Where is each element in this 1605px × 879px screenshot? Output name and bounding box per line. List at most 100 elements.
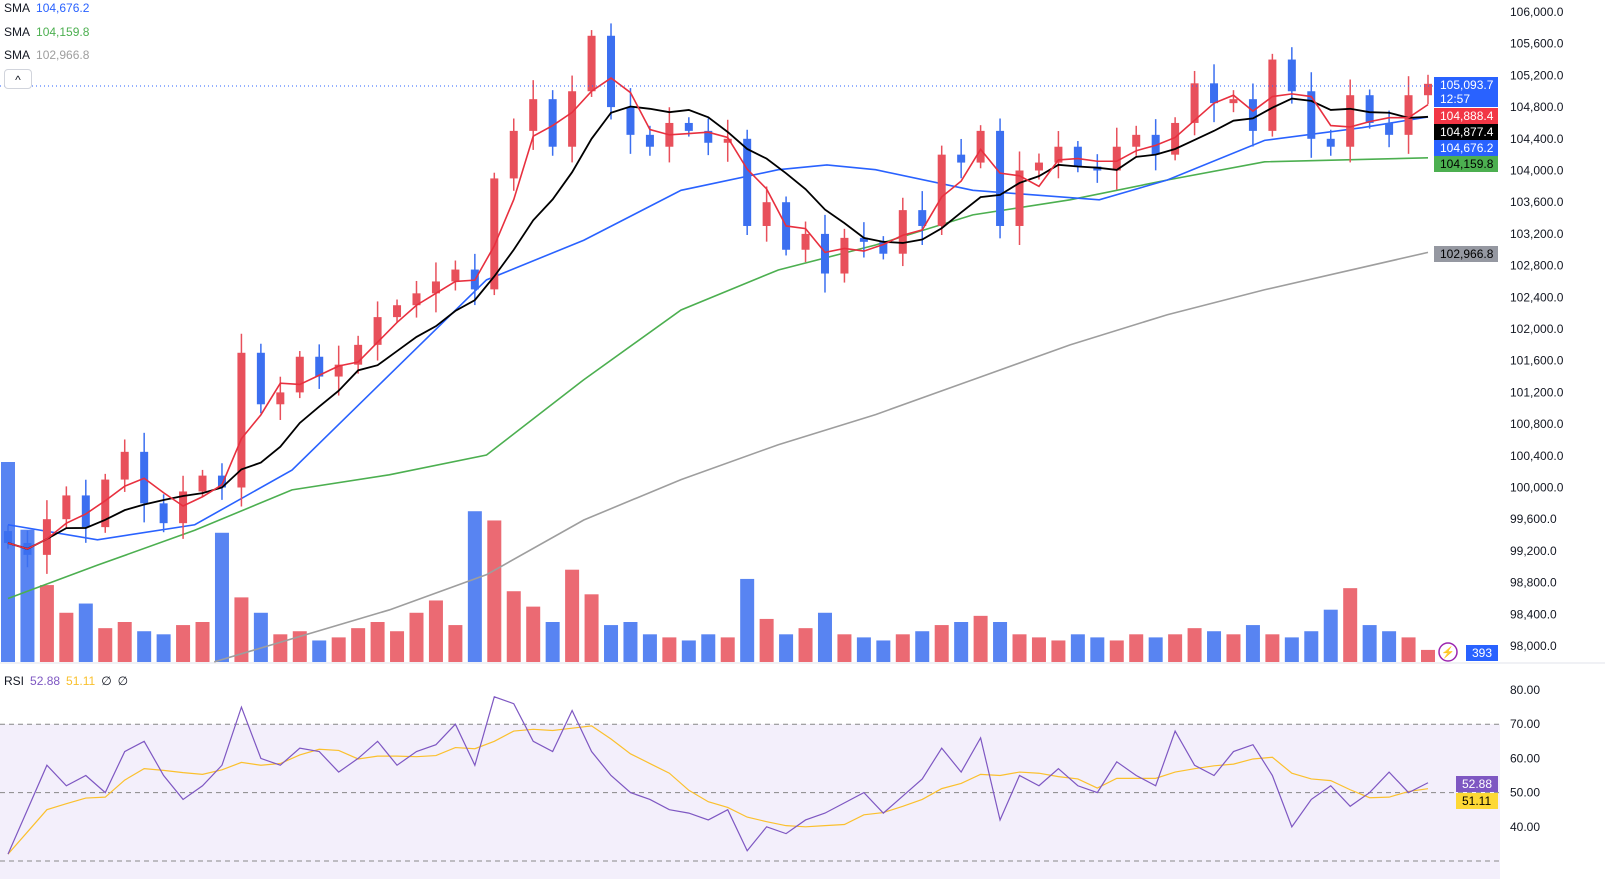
price-axis[interactable]: 106,000.0 105,600.0 105,200.0 104,800.0 104,… bbox=[1510, 5, 1564, 653]
volume-bar bbox=[565, 569, 580, 662]
volume-bar bbox=[506, 591, 521, 662]
candle-body bbox=[159, 503, 168, 524]
sma-legend-1[interactable]: SMA 104,676.2 bbox=[4, 1, 95, 15]
candle-body bbox=[529, 99, 538, 131]
candle-body bbox=[898, 210, 907, 254]
candles bbox=[4, 23, 1432, 574]
candle-body bbox=[996, 130, 1005, 226]
volume-bar bbox=[390, 631, 405, 662]
candle-body bbox=[490, 178, 499, 290]
rsi-tick-label: 60.00 bbox=[1510, 751, 1540, 765]
price-tick-label: 101,200.0 bbox=[1510, 385, 1564, 399]
volume-bar bbox=[915, 631, 930, 662]
volume-bar bbox=[1070, 634, 1085, 662]
candle-body bbox=[626, 107, 635, 135]
sma-blue-line bbox=[7, 116, 1429, 541]
volume-bar bbox=[1051, 640, 1066, 662]
volume-bar bbox=[779, 634, 794, 662]
candle-body bbox=[1346, 95, 1355, 147]
chevron-up-icon: ^ bbox=[15, 73, 21, 87]
price-tick-label: 100,400.0 bbox=[1510, 449, 1564, 463]
candle-body bbox=[1190, 83, 1199, 123]
sma-black-line bbox=[7, 97, 1429, 550]
candle-body bbox=[1229, 99, 1238, 104]
sma-red-line bbox=[7, 77, 1429, 550]
last-price: 105,093.7 bbox=[1440, 78, 1494, 92]
candle-body bbox=[1307, 91, 1316, 139]
rsi-line bbox=[7, 696, 1429, 855]
rsi-ma-tag: 51.11 bbox=[1456, 793, 1498, 809]
candle-body bbox=[1248, 99, 1257, 131]
candle-body bbox=[548, 99, 557, 147]
candle-body bbox=[509, 130, 518, 179]
price-tick-label: 98,800.0 bbox=[1510, 576, 1557, 590]
volume-bar bbox=[701, 634, 716, 662]
candle-body bbox=[1132, 134, 1141, 147]
volume-bar bbox=[1226, 634, 1241, 662]
candle-body bbox=[451, 269, 460, 282]
candle-body bbox=[4, 531, 12, 543]
candle-body bbox=[101, 479, 110, 528]
candle-body bbox=[1385, 122, 1394, 135]
price-tick-label: 103,200.0 bbox=[1510, 227, 1564, 241]
collapse-legend-button[interactable]: ^ bbox=[4, 69, 32, 89]
sma-blue-tag: 104,676.2 bbox=[1434, 140, 1498, 156]
candle-body bbox=[645, 134, 654, 147]
bar-countdown: 12:57 bbox=[1440, 92, 1471, 106]
price-tick-label: 106,000.0 bbox=[1510, 5, 1564, 19]
price-tick-label: 98,000.0 bbox=[1510, 639, 1557, 653]
volume-bar bbox=[1031, 637, 1046, 662]
volume-bar bbox=[195, 622, 210, 662]
candle-body bbox=[1404, 95, 1413, 135]
volume-bar bbox=[78, 603, 93, 662]
candle-body bbox=[1210, 83, 1219, 104]
sma-legend-3[interactable]: SMA 102,966.8 bbox=[4, 48, 95, 62]
candle-body bbox=[120, 451, 129, 480]
replay-icon[interactable]: ⚡ bbox=[1438, 642, 1458, 662]
candle-body bbox=[1015, 170, 1024, 226]
candle-body bbox=[1424, 83, 1432, 96]
rsi-legend[interactable]: RSI 52.88 51.11 ∅ ∅ bbox=[4, 674, 134, 688]
volume-bar bbox=[798, 628, 813, 662]
volume-bar bbox=[584, 594, 599, 662]
price-tick-label: 101,600.0 bbox=[1510, 354, 1564, 368]
price-tick-label: 99,200.0 bbox=[1510, 544, 1557, 558]
volume-bar bbox=[253, 612, 268, 662]
rsi-band bbox=[0, 724, 1500, 879]
volume-bar bbox=[545, 622, 560, 662]
candle-body bbox=[1326, 138, 1335, 147]
price-tick-label: 99,600.0 bbox=[1510, 512, 1557, 526]
volume-bar bbox=[662, 637, 677, 662]
volume-bar bbox=[292, 631, 307, 662]
sma-gray-line bbox=[213, 251, 1429, 663]
volume-bar bbox=[214, 532, 229, 662]
legend-label: SMA bbox=[4, 25, 31, 39]
rsi-ma-value: 51.11 bbox=[66, 674, 96, 688]
candle-body bbox=[1171, 122, 1180, 155]
candle-body bbox=[704, 130, 713, 143]
candle-body bbox=[587, 35, 596, 92]
candle-body bbox=[1054, 146, 1063, 163]
price-tick-label: 100,800.0 bbox=[1510, 417, 1564, 431]
candle-body bbox=[1034, 162, 1043, 171]
candle-body bbox=[81, 495, 90, 528]
volume-bar bbox=[642, 634, 657, 662]
sma-red-line bbox=[7, 77, 1429, 550]
candle-body bbox=[684, 122, 693, 131]
rsi-tick-label: 40.00 bbox=[1510, 820, 1540, 834]
candle-body bbox=[568, 91, 577, 147]
volume-bar bbox=[156, 634, 171, 662]
candle-body bbox=[412, 293, 421, 306]
candle-body bbox=[42, 519, 51, 555]
sma-legend-2[interactable]: SMA 104,159.8 bbox=[4, 25, 95, 39]
candle-body bbox=[237, 352, 246, 488]
candle-body bbox=[801, 233, 810, 250]
legend-value: 104,676.2 bbox=[36, 1, 90, 15]
volume-bar bbox=[1187, 628, 1202, 662]
candle-body bbox=[62, 495, 71, 520]
volume-bar bbox=[1012, 634, 1027, 662]
volume-bar bbox=[1382, 631, 1397, 662]
candle-body bbox=[762, 202, 771, 226]
